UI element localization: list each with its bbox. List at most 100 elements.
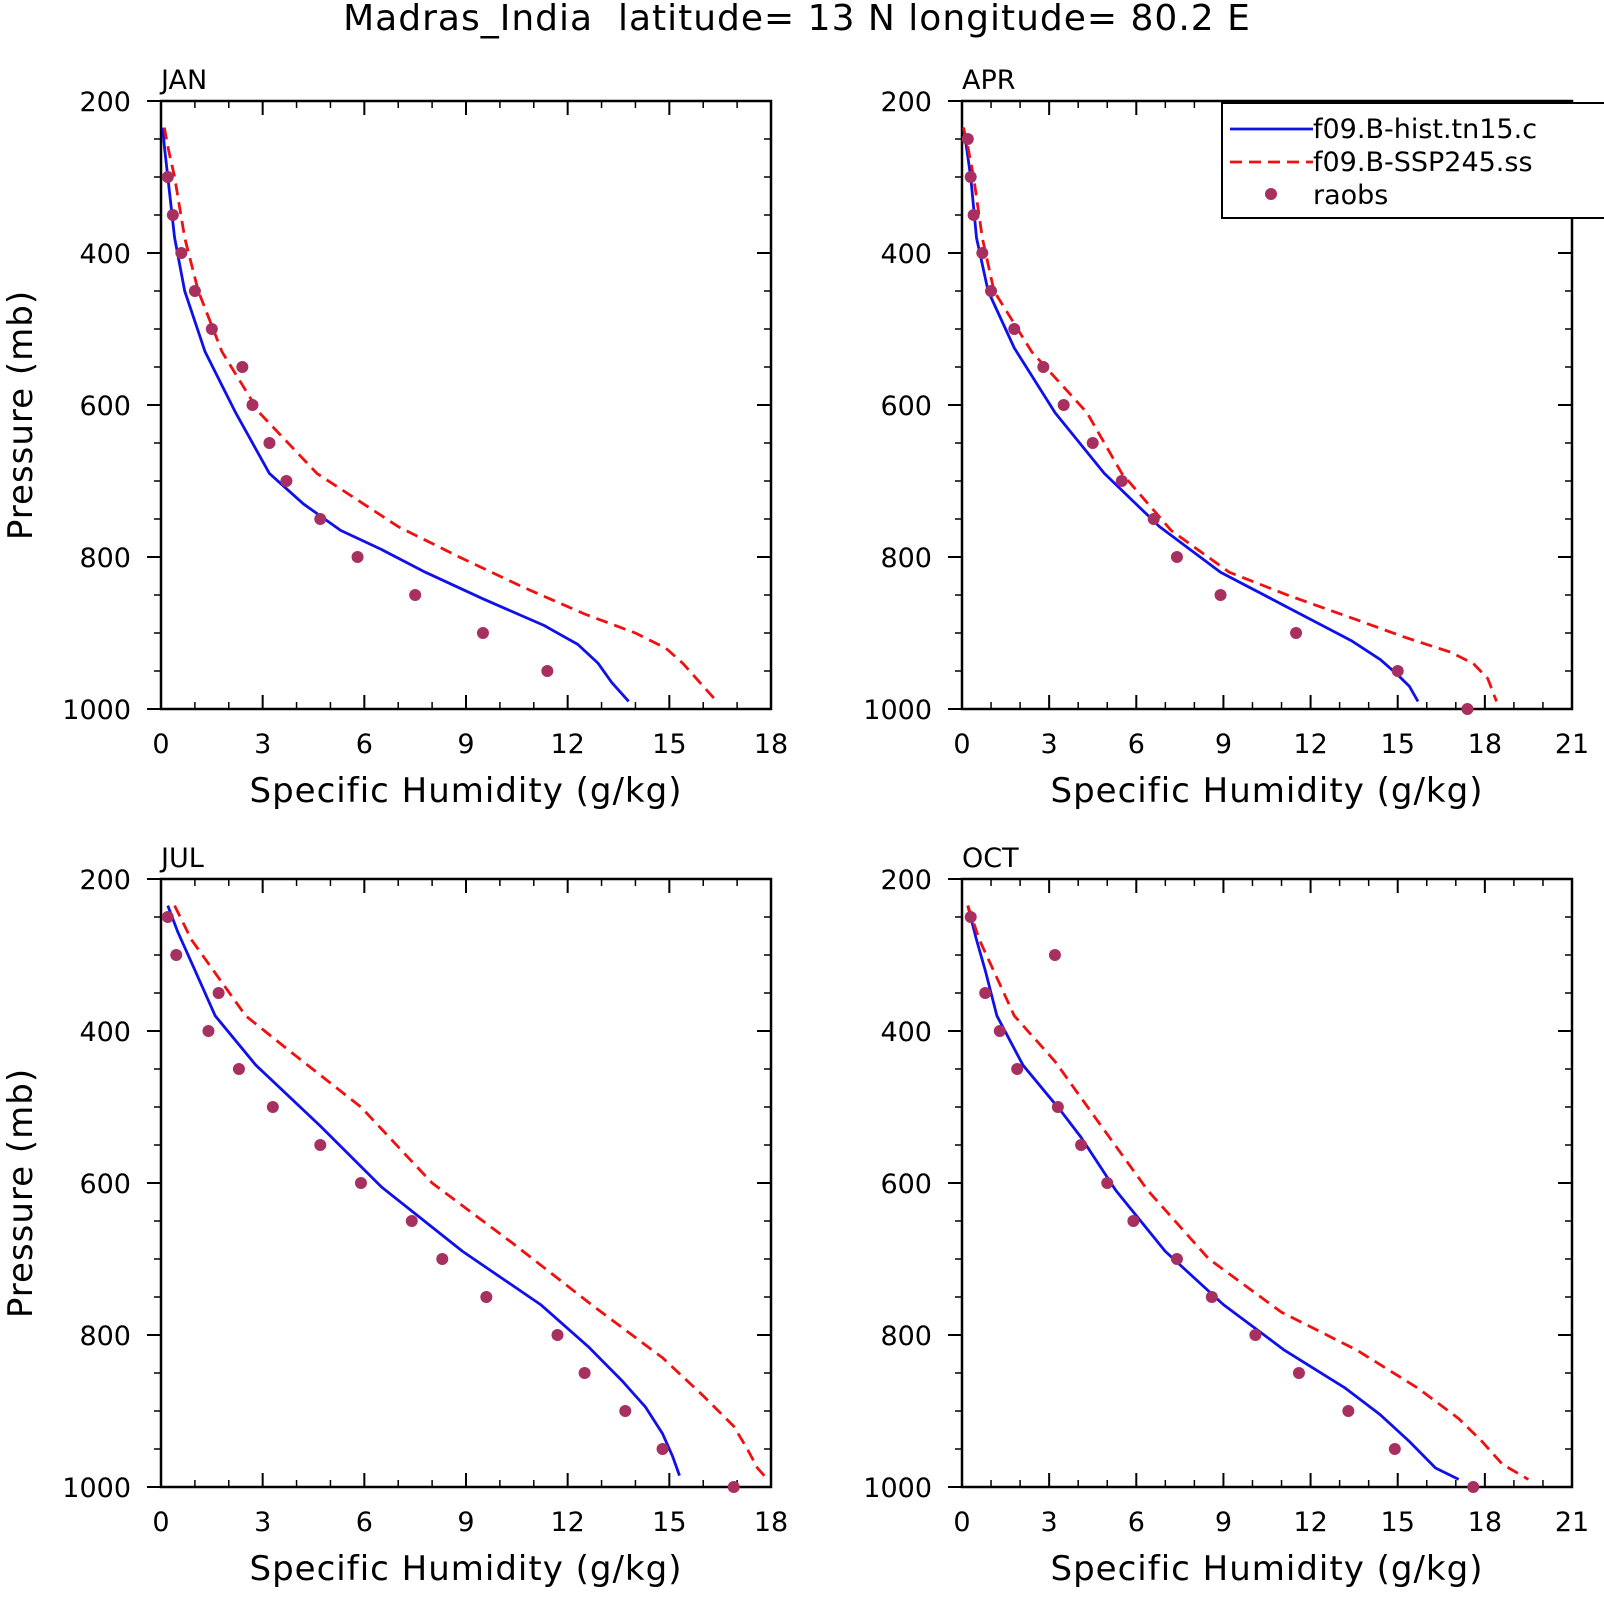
raobs-point [1086,437,1099,449]
raobs-point [205,323,218,335]
x-axis-label: Specific Humidity (g/kg) [250,1549,683,1589]
panel-oct: OCT 0 3 6 9 12 15 18 21 200 400 600 800 1000 Specific … [863,843,1589,1589]
raobs-point [1388,1443,1401,1455]
raobs-point [266,1101,279,1113]
x-tick-label: 3 [1041,1507,1058,1538]
legend-box [1221,102,1604,219]
raobs-point [161,911,174,923]
figure-title: Madras_India latitude= 13 N longitude= 8… [343,0,1251,39]
raobs-point [202,1025,215,1037]
x-axis-label: Specific Humidity (g/kg) [1051,1549,1484,1589]
x-tick-label: 18 [1468,729,1502,760]
x-tick-label: 3 [254,729,271,760]
raobs-point [1342,1405,1355,1417]
panel-label: JUL [159,843,204,874]
legend-label: f09.B-hist.tn15.c [1313,114,1537,145]
ssp245-line [962,127,1498,702]
ssp245-line [163,127,718,703]
raobs-point [1115,475,1128,487]
legend-marker-raobs [1265,188,1277,200]
x-tick-label: 6 [1128,729,1145,760]
x-tick-label: 0 [152,1507,169,1538]
raobs-point [993,1025,1006,1037]
x-tick-label: 0 [152,729,169,760]
panel-jul: JUL 0 3 6 9 12 15 18 200 400 600 800 1000 Specific Hu… [1,843,788,1589]
x-axis-label: Specific Humidity (g/kg) [250,771,683,811]
raobs-point [1147,513,1160,525]
raobs-point [175,247,188,259]
raobs-point [1008,323,1021,335]
y-tick-label: 1000 [863,1473,932,1504]
panel-jan: JAN 0 3 6 9 12 15 18 200 400 600 800 1000 Specific Hu… [1,65,788,811]
x-tick-label: 12 [1293,1507,1327,1538]
raobs-point [551,1329,564,1341]
y-tick-label: 200 [880,865,932,896]
x-tick-label: 15 [652,729,686,760]
y-tick-label: 800 [880,543,932,574]
y-tick-label: 600 [880,391,932,422]
panel-apr: APR 0 3 6 9 12 15 18 21 200 400 600 800 1000 Specific … [863,65,1589,811]
raobs-point [1048,949,1061,961]
raobs-point [961,133,974,145]
legend-label: raobs [1313,180,1388,211]
raobs-point [979,987,992,999]
ssp245-line [173,904,769,1481]
y-tick-label: 400 [880,239,932,270]
x-tick-label: 0 [953,729,970,760]
x-tick-label: 12 [550,729,584,760]
raobs-point [354,1177,367,1189]
raobs-point [351,551,364,563]
x-tick-label: 21 [1555,1507,1589,1538]
raobs-point [405,1215,418,1227]
hist-line [166,905,681,1477]
x-tick-label: 9 [1215,729,1232,760]
y-tick-label: 600 [79,391,131,422]
x-tick-label: 15 [652,1507,686,1538]
raobs-point [1290,627,1303,639]
y-tick-label: 200 [79,87,131,118]
y-tick-label: 1000 [62,695,131,726]
raobs-point [964,911,977,923]
raobs-point [170,949,183,961]
x-tick-label: 6 [356,729,373,760]
raobs-point [476,627,489,639]
raobs-point [967,209,980,221]
panel-label: OCT [962,843,1019,874]
x-tick-label: 9 [1215,1507,1232,1538]
x-tick-label: 0 [953,1507,970,1538]
raobs-point [1292,1367,1305,1379]
raobs-point [314,1139,327,1151]
raobs-point [188,285,201,297]
raobs-point [314,513,327,525]
hist-line [962,127,1420,703]
x-tick-label: 9 [457,729,474,760]
hist-line [966,905,1460,1481]
raobs-point [1051,1101,1064,1113]
x-tick-label: 6 [356,1507,373,1538]
x-tick-label: 18 [754,729,788,760]
raobs-point [541,665,554,677]
raobs-point [656,1443,669,1455]
raobs-point [1037,361,1050,373]
y-tick-label: 600 [880,1169,932,1200]
y-axis-label: Pressure (mb) [1,1068,41,1318]
y-tick-label: 800 [79,1321,131,1352]
y-tick-label: 600 [79,1169,131,1200]
y-tick-label: 200 [79,865,131,896]
x-tick-label: 18 [754,1507,788,1538]
y-tick-label: 400 [79,1017,131,1048]
x-tick-label: 3 [254,1507,271,1538]
raobs-point [1057,399,1070,411]
y-tick-label: 800 [880,1321,932,1352]
raobs-point [1205,1291,1218,1303]
raobs-point [727,1481,740,1493]
x-tick-label: 21 [1555,729,1589,760]
y-tick-label: 1000 [62,1473,131,1504]
raobs-point [212,987,225,999]
raobs-point [964,171,977,183]
panel-label: APR [962,65,1016,96]
raobs-point [1467,1481,1480,1493]
legend-label: f09.B-SSP245.ss [1313,147,1533,178]
